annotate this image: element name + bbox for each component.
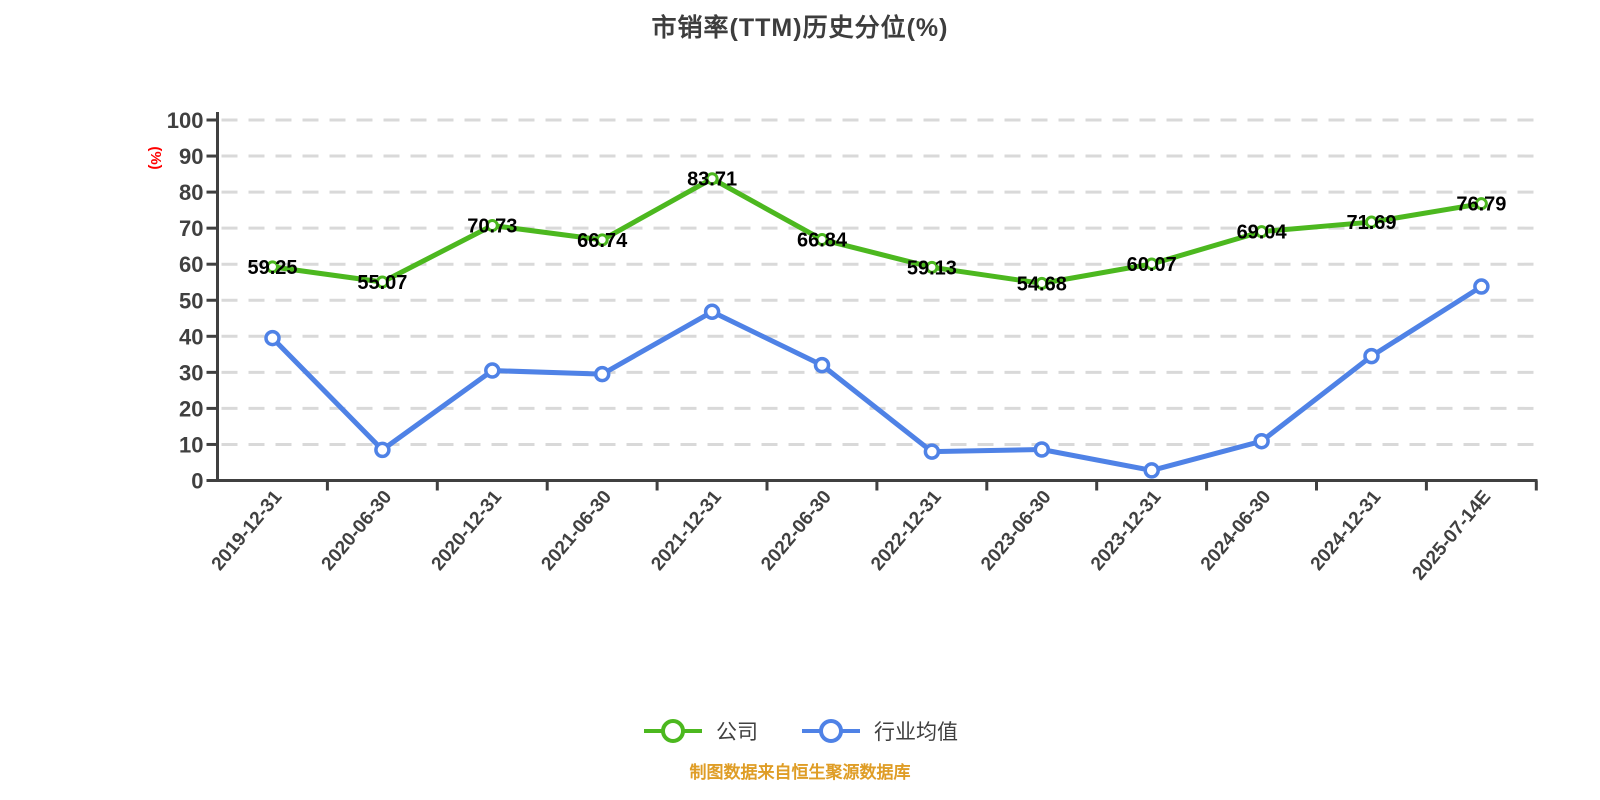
industry-point: [484, 362, 501, 379]
x-axis-label: 2022-12-31: [867, 486, 946, 574]
company-legend-marker-icon: [644, 719, 702, 743]
legend-item-industry[interactable]: 行业均值: [800, 716, 958, 746]
y-axis-tick-label: 40: [179, 324, 203, 349]
y-axis-tick-label: 30: [179, 360, 203, 385]
chart-title: 市销率(TTM)历史分位(%): [651, 14, 949, 42]
legend-label-company: 公司: [716, 721, 758, 744]
company-line: [270, 176, 1484, 286]
industry-line: [270, 284, 1484, 473]
y-axis-tick-label: 10: [179, 432, 203, 457]
company-point-label: 60.07: [1127, 254, 1177, 276]
y-axis-tick-label: 0: [191, 469, 203, 494]
industry-point: [1033, 441, 1051, 458]
y-axis-tick-label: 100: [167, 108, 204, 133]
company-point: [595, 233, 609, 247]
legend-item-company[interactable]: 公司: [642, 716, 758, 746]
x-axis-label: 2019-12-31: [208, 486, 287, 574]
company-point-label: 59.13: [907, 257, 957, 279]
company-point-label: 59.25: [247, 257, 297, 279]
company-point: [1035, 276, 1049, 290]
x-axis-label: 2021-12-31: [647, 486, 726, 574]
company-point-label: 71.69: [1346, 212, 1396, 234]
company-point-label: 55.07: [357, 272, 407, 294]
x-axis-label: 2020-12-31: [428, 486, 507, 574]
legend-label-industry: 行业均值: [874, 721, 958, 744]
industry-point: [1363, 347, 1380, 365]
industry-point: [1143, 462, 1160, 479]
company-point-label: 66.74: [577, 230, 628, 252]
company-point-label: 54.68: [1017, 273, 1067, 295]
x-axis-label: 2020-06-30: [318, 487, 397, 575]
company-point: [925, 260, 939, 274]
source-note: 制图数据来自恒生聚源数据库: [689, 763, 911, 782]
company-point: [1145, 257, 1159, 271]
y-axis-tick-label: 70: [179, 216, 203, 241]
x-axis-label: 2023-06-30: [977, 487, 1056, 575]
company-point: [1365, 215, 1378, 229]
industry-legend-marker-icon: [802, 719, 860, 743]
company-point: [815, 233, 829, 247]
y-axis-tick-label: 90: [179, 144, 203, 169]
y-axis-tick-label: 20: [179, 396, 203, 421]
x-axis-label: 2022-06-30: [757, 487, 836, 575]
company-point-label: 76.79: [1456, 194, 1506, 216]
y-axis-tick-label: 80: [179, 180, 203, 205]
company-point-label: 83.71: [687, 169, 737, 191]
industry-point: [813, 356, 831, 374]
company-point: [1255, 225, 1269, 239]
x-axis-label: 2024-06-30: [1197, 487, 1276, 575]
x-axis-label: 2023-12-31: [1087, 486, 1166, 574]
chart-legend: 公司 行业均值: [0, 716, 1600, 746]
company-point-label: 66.84: [797, 230, 848, 252]
x-axis-label: 2025-07-14E: [1409, 487, 1496, 585]
company-point-label: 69.04: [1237, 222, 1288, 244]
company-point: [266, 260, 279, 274]
company-point: [1474, 197, 1488, 211]
industry-point: [923, 443, 941, 460]
company-point: [375, 275, 389, 289]
x-axis-label: 2024-12-31: [1307, 486, 1386, 574]
industry-point: [593, 365, 611, 383]
company-point: [705, 172, 719, 186]
industry-point: [1473, 278, 1490, 295]
company-point-label: 70.73: [467, 216, 517, 238]
y-axis-tick-label: 60: [179, 252, 203, 277]
industry-point: [374, 441, 391, 459]
industry-point: [264, 329, 281, 347]
company-point: [485, 219, 499, 233]
y-axis-tick-label: 50: [179, 288, 203, 313]
industry-point: [1253, 432, 1270, 450]
x-axis-label: 2021-06-30: [537, 487, 616, 575]
industry-point: [703, 303, 721, 321]
